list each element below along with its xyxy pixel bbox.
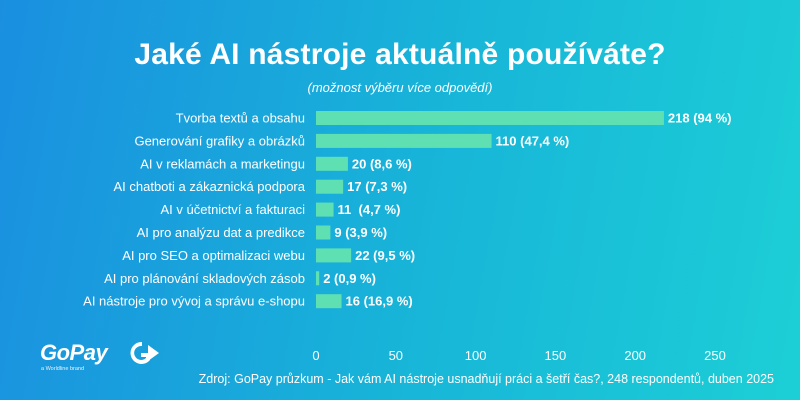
bar — [316, 294, 342, 309]
chart-subtitle: (možnost výběru více odpovědí) — [307, 80, 493, 95]
bar — [316, 111, 664, 125]
x-tick-label: 250 — [704, 348, 726, 363]
bar — [316, 156, 348, 171]
data-label: 17 (7,3 %) — [347, 179, 407, 194]
category-label: AI v reklamách a marketingu — [140, 156, 305, 171]
data-label: 20 (8,6 %) — [352, 156, 412, 171]
gopay-g-arrow-logo-icon — [130, 341, 159, 364]
x-tick-label: 150 — [545, 348, 567, 363]
x-tick-label: 0 — [312, 348, 319, 363]
category-label: Generování grafiky a obrázků — [134, 133, 305, 148]
category-label: Tvorba textů a obsahu — [176, 111, 305, 126]
chart-title: Jaké AI nástroje aktuálně používáte? — [134, 38, 666, 71]
bar — [316, 133, 492, 148]
category-label: AI pro plánování skladových zásob — [104, 271, 305, 286]
category-label: AI pro analýzu dat a predikce — [137, 225, 305, 240]
x-tick-label: 200 — [624, 348, 646, 363]
data-label: 110 (47,4 %) — [496, 133, 570, 148]
logo-wordmark: GoPay — [40, 340, 108, 365]
data-label: 2 (0,9 %) — [323, 271, 376, 286]
bar — [316, 179, 344, 194]
category-label: AI nástroje pro vývoj a správu e-shopu — [83, 294, 305, 309]
category-label: AI v účetnictví a fakturaci — [160, 202, 305, 217]
gopay-logo: GoPay a Worldline brand — [40, 338, 170, 378]
bar — [316, 248, 352, 263]
bar — [316, 202, 334, 217]
bar — [316, 225, 331, 240]
bar — [316, 271, 320, 286]
category-label: AI chatboti a zákaznická podpora — [113, 179, 305, 194]
source-note: Zdroj: GoPay průzkum - Jak vám AI nástro… — [198, 372, 774, 386]
data-label: 218 (94 %) — [668, 111, 732, 126]
x-tick-label: 50 — [389, 348, 403, 363]
logo-tagline: a Worldline brand — [41, 366, 85, 372]
x-tick-label: 100 — [465, 348, 487, 363]
data-label: 9 (3,9 %) — [334, 225, 387, 240]
data-label: 16 (16,9 %) — [346, 294, 413, 309]
category-label: AI pro SEO a optimalizaci webu — [122, 248, 305, 263]
data-label: 11 (4,7 %) — [338, 202, 401, 217]
data-label: 22 (9,5 %) — [355, 248, 415, 263]
